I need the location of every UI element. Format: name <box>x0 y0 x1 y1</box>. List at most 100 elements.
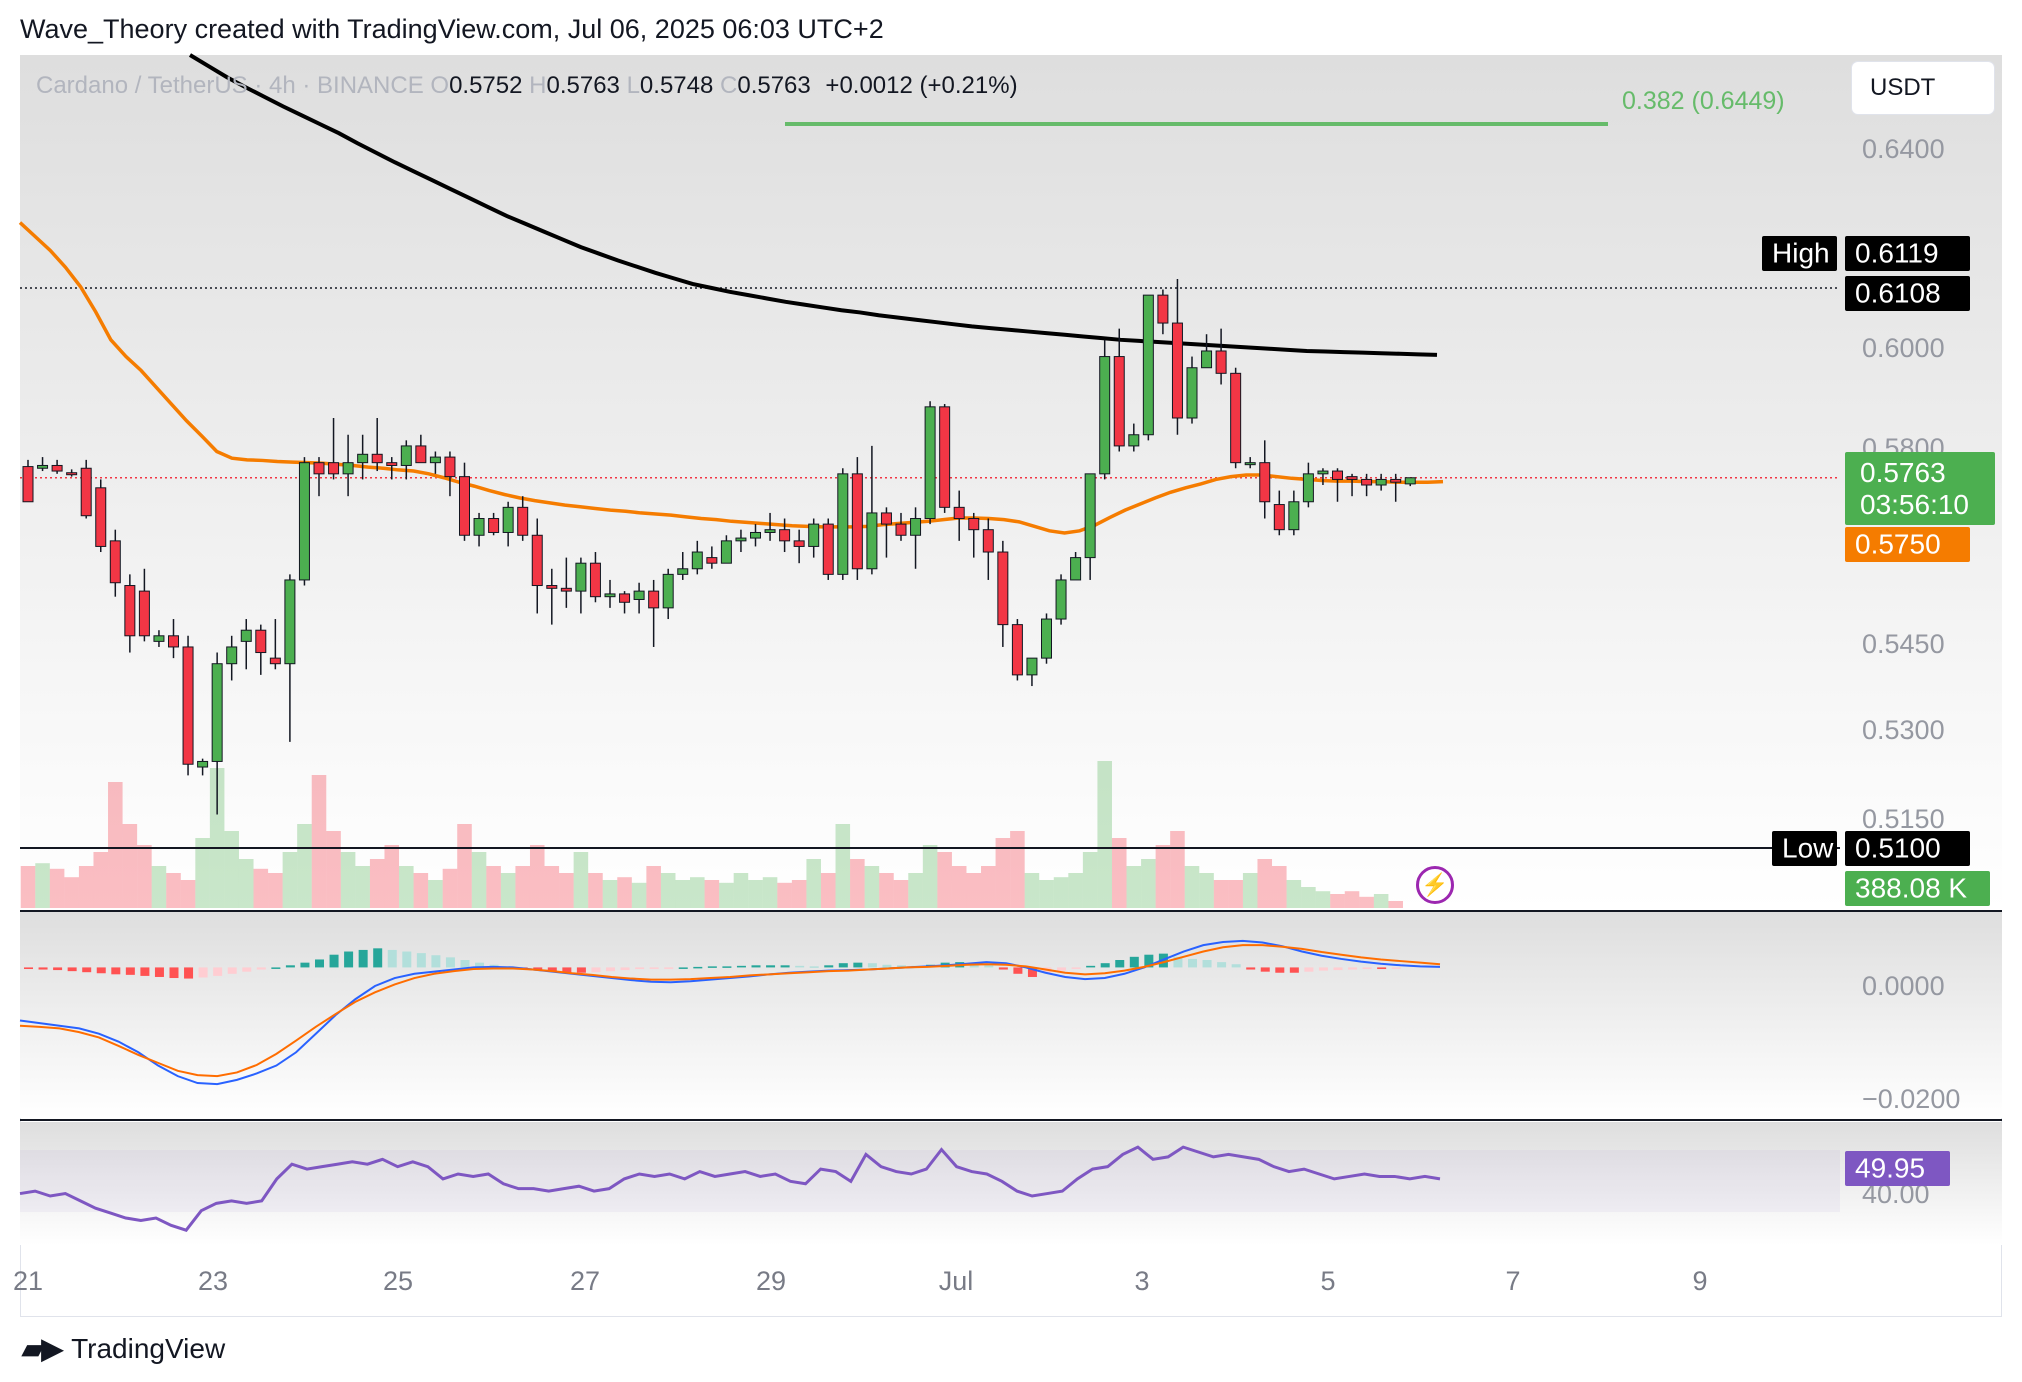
volume-bar <box>1155 845 1171 908</box>
macd-hist-bar <box>358 949 368 968</box>
macd-hist-bar <box>867 963 877 968</box>
time-tick-label: 9 <box>1692 1266 1707 1296</box>
open-label: O <box>430 72 450 99</box>
price-tick-label: 0.5450 <box>1862 629 1945 659</box>
macd-hist-bar <box>271 967 281 969</box>
last-price-tag: 0.5763 <box>1860 457 1946 488</box>
volume-bar <box>268 873 283 908</box>
symbol-name[interactable]: Cardano / TetherUS · 4h · BINANCE <box>36 72 424 99</box>
volume-bar <box>1199 873 1214 908</box>
macd-hist-bar <box>1231 964 1241 968</box>
macd-hist-bar <box>1013 967 1023 974</box>
macd-hist-bar <box>547 967 557 972</box>
change-value: +0.0012 (+0.21%) <box>825 72 1018 99</box>
candle <box>1215 350 1227 374</box>
volume-bar <box>544 866 560 908</box>
volume-bar <box>326 831 341 908</box>
volume-bar <box>1330 894 1345 908</box>
volume-bar <box>1359 896 1374 908</box>
candle <box>1288 501 1300 531</box>
macd-hist-bar <box>736 965 746 968</box>
macd-hist-bar <box>460 960 470 968</box>
candle <box>459 476 470 536</box>
price-tick-label: 0.5150 <box>1862 804 1945 834</box>
volume-bar <box>631 882 647 908</box>
volume-bar <box>64 877 79 908</box>
macd-hist-bar <box>1275 967 1285 973</box>
candle <box>1157 294 1169 324</box>
candle <box>1375 478 1387 486</box>
symbol-legend[interactable]: Cardano / TetherUS · 4h · BINANCE O0.575… <box>36 72 1018 100</box>
candle <box>604 593 616 598</box>
volume-bar <box>559 873 574 908</box>
candle <box>1332 470 1343 480</box>
candle <box>298 462 310 581</box>
candle <box>153 635 165 642</box>
rsi-value-tag-bg <box>1845 1151 1950 1186</box>
macd-hist-bar <box>184 967 194 979</box>
volume-value-tag: 388.08 K <box>1855 873 1967 904</box>
volume-bar <box>1170 831 1185 908</box>
candle <box>342 462 354 475</box>
macd-hist-bar <box>795 965 805 968</box>
volume-bar <box>428 880 443 908</box>
macd-hist-bar <box>576 967 586 973</box>
volume-bar <box>951 866 967 908</box>
candle <box>837 473 849 575</box>
candle <box>779 529 791 542</box>
volume-bar <box>195 838 210 908</box>
candle <box>808 523 820 547</box>
signal-line <box>19 944 1441 1078</box>
rsi-line <box>19 1145 1441 1232</box>
high-value: 0.5763 <box>546 72 620 99</box>
macd-hist-bar <box>285 965 295 968</box>
volume-bar <box>209 768 225 908</box>
time-tick-label: 21 <box>13 1266 43 1296</box>
macd-hist-bar <box>213 967 223 976</box>
candle <box>197 760 209 768</box>
candle <box>269 657 281 665</box>
candle <box>619 593 631 603</box>
volume-bar <box>282 852 298 908</box>
candle <box>1302 473 1314 503</box>
price-tick-label: 0.5300 <box>1862 715 1945 745</box>
candle <box>1186 367 1198 419</box>
candle <box>575 562 587 592</box>
volume-bar <box>660 873 676 908</box>
candle <box>502 506 514 533</box>
volume-bar <box>1344 891 1360 908</box>
volume-bar <box>602 880 618 908</box>
volume-bar <box>122 824 138 908</box>
high-value-tag-bg <box>1845 236 1970 271</box>
price-tick-label: 0.6000 <box>1862 333 1945 363</box>
candle <box>691 551 703 570</box>
volume-bar <box>529 845 545 908</box>
candle <box>66 472 78 476</box>
candle <box>706 557 718 564</box>
currency-button[interactable]: USDT <box>1852 62 1994 114</box>
volume-bar <box>253 868 269 908</box>
volume-bar <box>49 868 65 908</box>
volume-bar <box>1111 838 1127 908</box>
macd-hist-bar <box>649 967 659 969</box>
macd-hist-bar <box>1362 967 1372 970</box>
time-tick-label: 27 <box>570 1266 600 1296</box>
volume-bar <box>1213 880 1229 908</box>
bolt-icon[interactable]: ⚡ <box>1416 866 1454 904</box>
ema-value-tag-bg <box>1845 527 1970 562</box>
volume-bar <box>515 866 530 908</box>
volume-bar <box>820 873 836 908</box>
candle <box>313 462 325 475</box>
macd-hist-bar <box>387 949 397 968</box>
candle <box>910 518 922 536</box>
chart-header: Wave_Theory created with TradingView.com… <box>20 14 884 44</box>
candle <box>982 529 994 553</box>
macd-hist-bar <box>140 967 150 976</box>
candle <box>1244 462 1256 466</box>
candle <box>1346 476 1358 480</box>
close-value: 0.5763 <box>737 72 811 99</box>
candle <box>386 462 398 466</box>
volume-bar <box>1272 866 1287 908</box>
volume-bar <box>937 852 952 908</box>
